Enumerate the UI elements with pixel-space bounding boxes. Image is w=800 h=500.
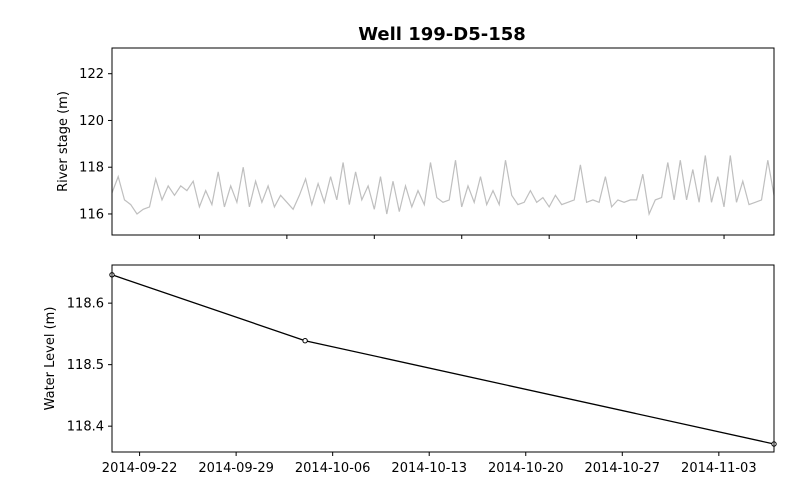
river-stage-line [111,155,775,217]
x-tick-label: 2014-10-20 [488,461,564,476]
bottom-plot-frame [111,264,775,453]
x-tick-label: 2014-11-03 [681,461,757,476]
y-tick-label: 116 [79,207,104,222]
x-tick-label: 2014-10-06 [295,461,371,476]
x-tick-label: 2014-10-13 [391,461,467,476]
y-tick-label: 118 [79,161,104,176]
water-level-series [109,272,777,447]
bottom-y-axis: 118.4 118.5 118.6 [67,297,112,435]
top-y-axis-label: River stage (m) [56,91,71,192]
water-level-line [111,274,775,445]
bottom-x-axis: 2014-09-22 2014-09-29 2014-10-06 2014-10-13… [102,452,757,476]
bottom-y-axis-label: Water Level (m) [43,307,58,411]
chart-title: Well 199-D5-158 [358,24,526,45]
x-tick-label: 2014-09-29 [198,461,274,476]
x-tick-label: 2014-09-22 [102,461,178,476]
y-tick-label: 118.6 [67,297,104,312]
top-x-axis [198,235,725,239]
water-level-point [302,338,308,344]
x-tick-label: 2014-10-27 [585,461,661,476]
top-plot-frame [111,47,775,236]
y-tick-label: 120 [79,114,104,129]
y-tick-label: 122 [79,67,104,82]
y-tick-label: 118.5 [67,358,104,373]
y-tick-label: 118.4 [67,420,104,435]
top-y-axis: 116 118 120 122 [79,67,112,222]
top-panel: 116 118 120 122 River stage (m) [56,47,775,239]
river-stage-series [111,155,775,217]
